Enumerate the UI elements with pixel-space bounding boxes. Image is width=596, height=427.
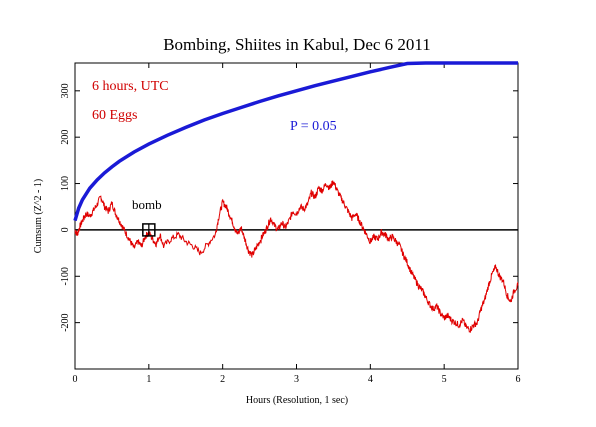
y-axis-title: Cumsum (Z^2 - 1) bbox=[33, 179, 44, 253]
x-tick-label-6: 6 bbox=[516, 374, 521, 385]
duration-annotation: 6 hours, UTC bbox=[92, 79, 169, 94]
x-tick-label-0: 0 bbox=[73, 374, 78, 385]
y-tick-label-3: 100 bbox=[60, 176, 71, 191]
bomb-event-marker bbox=[142, 223, 156, 237]
x-tick-label-5: 5 bbox=[442, 374, 447, 385]
x-tick-label-3: 3 bbox=[294, 374, 299, 385]
x-tick-label-2: 2 bbox=[220, 374, 225, 385]
x-tick-label-1: 1 bbox=[146, 374, 151, 385]
bomb-annotation: bomb bbox=[132, 197, 162, 212]
chart-title: Bombing, Shiites in Kabul, Dec 6 2011 bbox=[163, 35, 431, 54]
p-value-annotation: P = 0.05 bbox=[290, 119, 337, 134]
y-tick-label-0: -200 bbox=[60, 313, 71, 331]
y-tick-label-5: 300 bbox=[60, 83, 71, 98]
cumsum-deviation-line bbox=[74, 180, 519, 333]
p-005-curve bbox=[73, 61, 518, 222]
x-axis-title: Hours (Resolution, 1 sec) bbox=[246, 395, 348, 406]
x-axis: 0 1 2 3 4 5 6 bbox=[73, 63, 521, 385]
x-tick-label-4: 4 bbox=[368, 374, 373, 385]
eggs-annotation: 60 Eggs bbox=[92, 108, 138, 123]
y-tick-label-1: -100 bbox=[60, 267, 71, 285]
y-tick-label-2: 0 bbox=[60, 227, 71, 232]
y-tick-label-4: 200 bbox=[60, 130, 71, 145]
